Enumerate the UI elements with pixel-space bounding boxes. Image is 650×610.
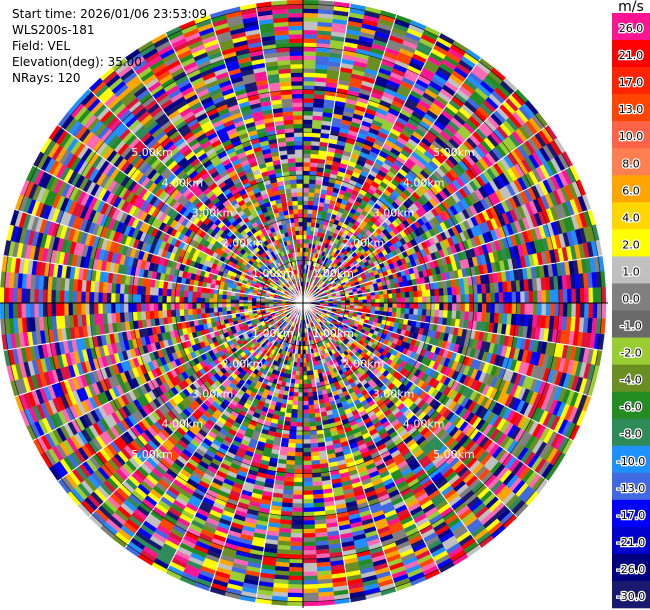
ppi-plot: 1.00km1.00km1.00km1.00km2.00km2.00km2.00… [0, 0, 608, 608]
nrays-text: NRays: 120 [12, 71, 81, 85]
instrument-name: WLS200s-181 [12, 23, 95, 37]
start-time-text: Start time: 2026/01/06 23:53:09 [12, 7, 207, 21]
velocity-gates [0, 0, 607, 607]
elevation-text: Elevation(deg): 35.00 [12, 55, 142, 69]
plot-info: Start time: 2026/01/06 23:53:09 WLS200s-… [12, 6, 207, 86]
field-text: Field: VEL [12, 39, 71, 53]
